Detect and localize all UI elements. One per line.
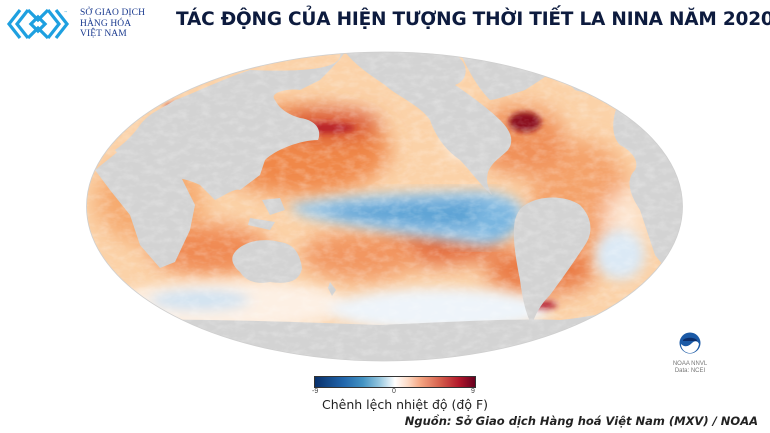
mxv-logo-text: SỞ GIAO DỊCH HÀNG HÓA VIỆT NAM bbox=[80, 8, 145, 40]
legend-max-tick: 9 bbox=[471, 388, 475, 395]
legend-min-tick: -9 bbox=[312, 388, 319, 395]
logo-line-1: SỞ GIAO DỊCH bbox=[80, 8, 146, 19]
page-title: TÁC ĐỘNG CỦA HIỆN TƯỢNG THỜI TIẾT LA NIN… bbox=[176, 9, 770, 30]
legend-colorbar bbox=[314, 376, 476, 388]
noaa-logo-icon bbox=[679, 332, 701, 354]
legend-mid-tick: 0 bbox=[392, 388, 396, 395]
logo-line-2: HÀNG HÓA bbox=[80, 18, 132, 29]
noaa-credit-line-1: NOAA NNVL bbox=[672, 361, 708, 367]
mxv-logo-icon: ™ bbox=[6, 8, 70, 40]
source-caption: Nguồn: Sở Giao dịch Hàng hoá Việt Nam (M… bbox=[404, 414, 758, 428]
logo-line-3: VIỆT NAM bbox=[80, 29, 127, 40]
noaa-credit: NOAA NNVL Data: NCEI bbox=[670, 332, 710, 375]
noaa-credit-line-2: Data: NCEI bbox=[674, 368, 706, 374]
svg-text:™: ™ bbox=[64, 10, 67, 14]
legend-title: Chênh lệch nhiệt độ (độ F) bbox=[322, 397, 489, 412]
mxv-logo: ™ SỞ GIAO DỊCH HÀNG HÓA VIỆT NAM bbox=[6, 6, 196, 42]
